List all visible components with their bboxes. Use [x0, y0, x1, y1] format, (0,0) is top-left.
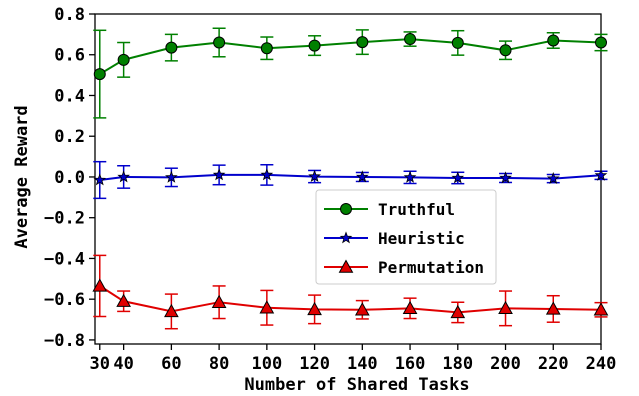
permutation-point — [164, 303, 179, 318]
x-tick-label: 60 — [161, 354, 181, 374]
legend-label-heuristic: Heuristic — [378, 229, 465, 248]
series-layer — [92, 27, 609, 330]
permutation-point — [211, 294, 227, 308]
heuristic-point — [165, 170, 178, 183]
x-tick-label: 80 — [209, 354, 229, 374]
y-tick-label: −0.4 — [44, 249, 85, 269]
truthful-point — [451, 36, 464, 49]
y-axis-label: Average Reward — [12, 105, 32, 248]
permutation-point — [402, 300, 418, 315]
truthful-point — [165, 41, 178, 54]
heuristic-point — [546, 171, 560, 184]
legend-marker-permutation — [338, 259, 354, 273]
x-tick-label: 120 — [299, 354, 330, 374]
heuristic-line — [99, 173, 602, 181]
permutation-point — [92, 278, 108, 292]
y-tick-label: 0.4 — [54, 86, 85, 106]
y-tick-label: 0.2 — [54, 127, 85, 147]
truthful-point — [308, 39, 321, 52]
x-tick-label: 180 — [442, 354, 473, 374]
heuristic-point — [355, 170, 369, 183]
heuristic-point — [403, 170, 417, 183]
truthful-point — [499, 44, 512, 57]
heuristic-point — [260, 168, 274, 181]
permutation-point — [593, 302, 609, 316]
x-tick-label: 30 — [90, 354, 110, 374]
x-tick-label: 40 — [113, 354, 133, 374]
series-heuristic — [93, 160, 608, 200]
truthful-point — [404, 33, 417, 46]
y-tick-label: 0.8 — [54, 5, 85, 25]
permutation-point — [545, 301, 561, 315]
x-axis-ticks: 30 40 60 80 100 120 140 160 180 200 220 240 — [90, 344, 617, 374]
y-tick-label: 0.0 — [54, 168, 85, 188]
x-tick-label: 220 — [538, 354, 569, 374]
x-tick-label: 200 — [490, 354, 521, 374]
permutation-point — [259, 300, 275, 314]
x-tick-label: 100 — [251, 354, 282, 374]
truthful-point — [93, 68, 106, 81]
heuristic-point — [93, 173, 107, 186]
x-tick-label: 240 — [586, 354, 617, 374]
y-tick-label: −0.6 — [44, 290, 85, 310]
permutation-point — [450, 304, 466, 319]
heuristic-point — [212, 168, 226, 181]
heuristic-point — [308, 169, 321, 182]
permutation-point — [307, 301, 322, 316]
x-axis-label: Number of Shared Tasks — [244, 375, 469, 395]
permutation-point — [498, 300, 513, 315]
legend-marker-heuristic — [339, 231, 353, 244]
permutation-line — [99, 285, 602, 314]
y-axis-ticks: −0.8 −0.6 −0.4 −0.2 0.0 0.2 0.4 0.6 0.8 — [44, 5, 95, 351]
truthful-point — [595, 36, 607, 49]
truthful-point — [117, 53, 130, 66]
permutation-point — [116, 293, 131, 307]
truthful-point — [260, 42, 273, 55]
legend: Truthful Heuristic Permutation — [315, 189, 497, 285]
x-tick-label: 160 — [395, 354, 426, 374]
series-truthful — [93, 27, 608, 119]
heuristic-point — [451, 171, 465, 184]
legend-label-truthful: Truthful — [378, 200, 455, 219]
permutation-point — [354, 302, 370, 316]
legend-label-permutation: Permutation — [378, 258, 484, 277]
heuristic-point — [499, 171, 512, 184]
y-tick-label: −0.8 — [44, 331, 85, 351]
heuristic-point — [117, 170, 130, 183]
legend-marker-truthful — [340, 203, 352, 215]
truthful-point — [547, 34, 560, 47]
legend-box — [315, 189, 497, 285]
heuristic-point — [594, 168, 608, 181]
truthful-point — [213, 36, 226, 49]
y-tick-label: 0.6 — [54, 46, 85, 66]
x-tick-label: 140 — [347, 354, 378, 374]
y-tick-label: −0.2 — [44, 209, 85, 229]
series-permutation — [92, 254, 609, 330]
truthful-line — [99, 38, 602, 75]
truthful-point — [356, 36, 369, 49]
